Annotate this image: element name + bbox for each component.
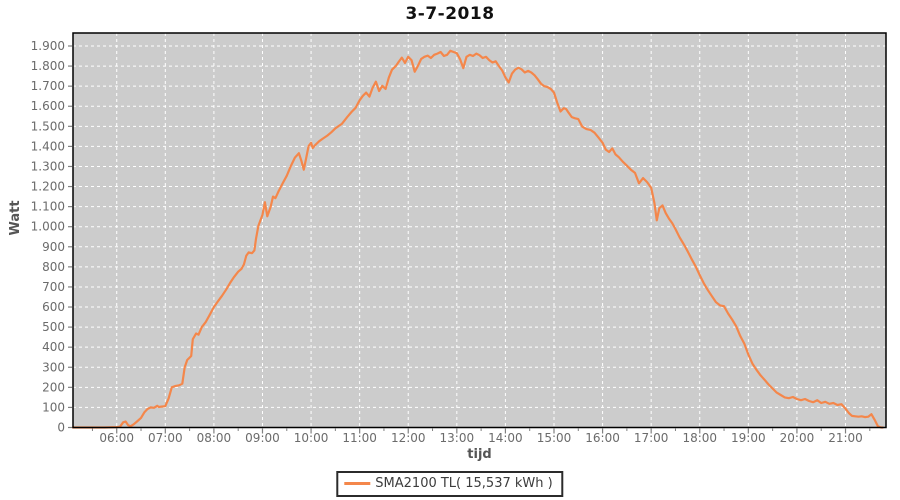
svg-text:700: 700 (42, 280, 65, 294)
svg-text:400: 400 (42, 340, 65, 354)
svg-text:1.900: 1.900 (31, 39, 65, 53)
svg-text:21:00: 21:00 (828, 431, 863, 445)
svg-text:1.700: 1.700 (31, 79, 65, 93)
svg-text:100: 100 (42, 400, 65, 414)
svg-text:1.500: 1.500 (31, 119, 65, 133)
svg-text:15:00: 15:00 (537, 431, 572, 445)
svg-text:17:00: 17:00 (634, 431, 669, 445)
svg-text:13:00: 13:00 (440, 431, 475, 445)
svg-text:1.400: 1.400 (31, 139, 65, 153)
svg-text:1.200: 1.200 (31, 180, 65, 194)
svg-text:08:00: 08:00 (197, 431, 232, 445)
svg-text:200: 200 (42, 380, 65, 394)
chart-title: 3-7-2018 (405, 4, 495, 24)
svg-text:1.800: 1.800 (31, 59, 65, 73)
svg-text:600: 600 (42, 300, 65, 314)
y-axis-title: Watt (8, 200, 23, 236)
svg-text:300: 300 (42, 360, 65, 374)
svg-text:16:00: 16:00 (585, 431, 620, 445)
svg-text:10:00: 10:00 (294, 431, 329, 445)
svg-text:0: 0 (57, 421, 65, 435)
svg-text:1.600: 1.600 (31, 99, 65, 113)
svg-text:19:00: 19:00 (731, 431, 766, 445)
svg-text:800: 800 (42, 260, 65, 274)
svg-text:06:00: 06:00 (99, 431, 134, 445)
legend-label: SMA2100 TL( 15,537 kWh ) (375, 476, 553, 491)
x-axis-title: tijd (467, 447, 492, 462)
svg-text:1.300: 1.300 (31, 159, 65, 173)
svg-text:500: 500 (42, 320, 65, 334)
svg-text:1.000: 1.000 (31, 220, 65, 234)
svg-text:07:00: 07:00 (148, 431, 183, 445)
legend: SMA2100 TL( 15,537 kWh ) (336, 471, 564, 497)
svg-text:09:00: 09:00 (245, 431, 280, 445)
svg-text:1.100: 1.100 (31, 200, 65, 214)
svg-text:20:00: 20:00 (780, 431, 815, 445)
legend-line-swatch (344, 482, 371, 485)
svg-text:900: 900 (42, 240, 65, 254)
svg-text:11:00: 11:00 (342, 431, 377, 445)
svg-text:12:00: 12:00 (391, 431, 426, 445)
svg-text:14:00: 14:00 (488, 431, 523, 445)
svg-text:18:00: 18:00 (682, 431, 717, 445)
